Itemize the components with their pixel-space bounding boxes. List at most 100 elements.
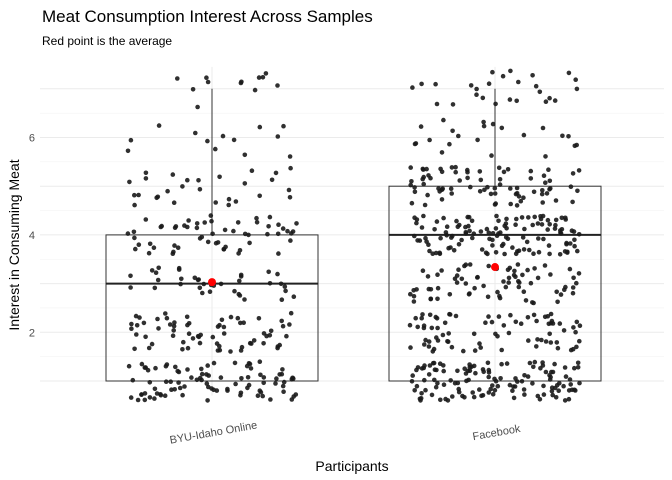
data-point [412, 388, 418, 393]
data-point [287, 154, 293, 159]
data-point [170, 333, 176, 339]
data-point [412, 215, 417, 220]
data-point [471, 394, 477, 400]
data-point [574, 344, 579, 350]
data-point [527, 360, 533, 366]
data-point [519, 379, 525, 384]
data-point [466, 214, 472, 220]
data-point [231, 137, 237, 143]
data-point [233, 381, 238, 387]
data-point [465, 169, 470, 175]
data-point [441, 117, 446, 123]
data-point [546, 243, 552, 248]
data-point [530, 73, 535, 78]
data-point [408, 165, 414, 170]
data-point [481, 123, 487, 129]
data-point [450, 128, 455, 134]
chart-subtitle: Red point is the average [42, 34, 173, 48]
data-point [239, 344, 245, 350]
data-point [573, 388, 578, 393]
data-point [249, 341, 254, 346]
data-point [142, 391, 148, 396]
data-point [492, 191, 498, 196]
data-point [521, 289, 527, 295]
data-point [281, 379, 287, 385]
data-point [196, 277, 201, 282]
data-point [472, 348, 478, 353]
data-point [477, 169, 483, 174]
data-point [225, 386, 230, 392]
data-point [421, 181, 427, 187]
data-point [239, 376, 244, 381]
data-point [566, 134, 571, 139]
data-point [419, 391, 424, 396]
data-point [163, 363, 169, 369]
data-point [175, 245, 181, 250]
data-point [549, 385, 555, 391]
data-point [552, 98, 558, 103]
data-point [205, 138, 210, 144]
data-point [470, 235, 475, 241]
data-point [518, 321, 524, 327]
data-point [268, 328, 274, 334]
data-point [532, 214, 537, 220]
data-point [287, 195, 293, 200]
data-point [171, 328, 176, 333]
data-point [194, 225, 200, 231]
data-point [547, 178, 553, 184]
data-point [467, 291, 472, 296]
data-point [163, 379, 169, 385]
data-point [178, 281, 183, 287]
data-point [427, 363, 433, 368]
data-point [478, 229, 484, 234]
data-point [562, 365, 568, 370]
data-point [421, 323, 427, 329]
data-point [286, 187, 292, 193]
data-point [499, 361, 504, 367]
data-point [165, 188, 170, 194]
data-point [515, 262, 521, 267]
data-point [168, 379, 173, 385]
data-point [429, 392, 435, 398]
data-point [539, 222, 545, 227]
data-point [218, 375, 224, 380]
data-point [453, 164, 458, 170]
data-point [555, 345, 561, 351]
data-point [434, 101, 440, 107]
data-point [541, 392, 547, 397]
data-point [532, 266, 537, 271]
data-point [211, 387, 216, 393]
data-point [172, 243, 177, 248]
data-point [562, 398, 568, 403]
data-point [283, 288, 288, 294]
data-point [480, 367, 486, 372]
data-point [470, 390, 476, 395]
data-point [153, 270, 159, 276]
data-point [533, 83, 539, 89]
data-point [549, 388, 555, 394]
data-point [569, 228, 575, 233]
data-point [228, 349, 233, 354]
data-point [412, 189, 418, 195]
data-point [490, 383, 495, 388]
y-tick-label: 2 [29, 327, 35, 339]
x-tick-label: BYU-Idaho Online [169, 419, 258, 446]
data-point [176, 265, 182, 271]
data-point [467, 262, 473, 267]
data-point [207, 289, 213, 295]
data-point [508, 186, 513, 191]
data-point [557, 380, 562, 386]
data-point [501, 323, 507, 328]
data-point [256, 75, 262, 80]
data-point [559, 215, 565, 221]
data-point [422, 342, 427, 347]
data-point [561, 383, 566, 389]
data-point [577, 323, 583, 329]
data-point [175, 76, 180, 81]
data-point [199, 234, 205, 240]
data-point [263, 71, 269, 76]
data-point [528, 168, 534, 174]
data-point [423, 387, 428, 393]
data-point [435, 380, 440, 386]
data-point [288, 165, 293, 171]
